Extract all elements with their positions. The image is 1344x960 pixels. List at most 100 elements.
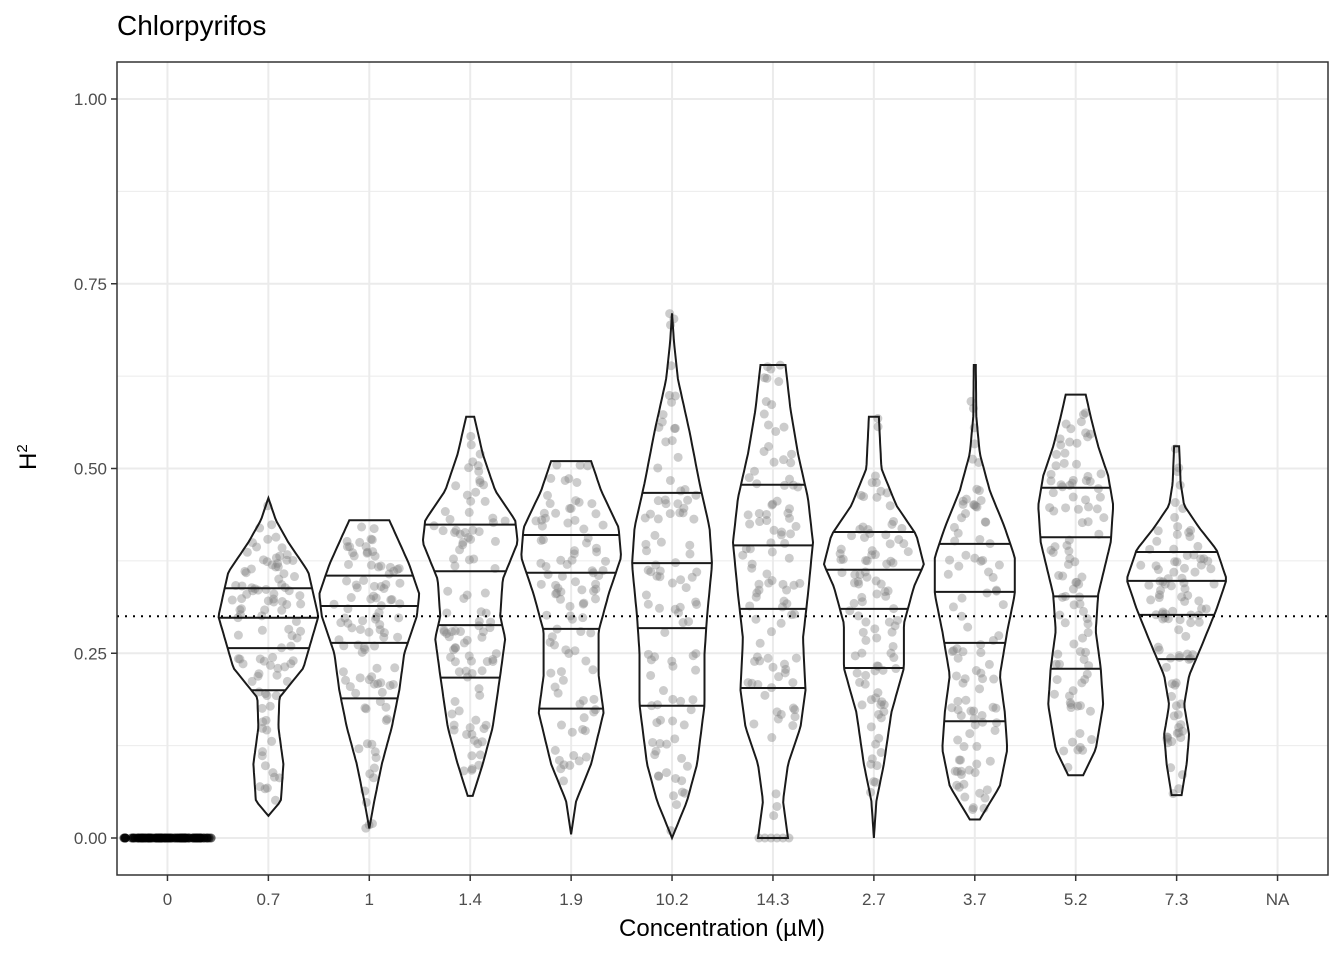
data-point bbox=[994, 560, 1004, 570]
data-point bbox=[537, 515, 547, 525]
data-point bbox=[652, 718, 662, 728]
x-tick-label: 1.9 bbox=[559, 890, 583, 909]
data-point bbox=[373, 562, 383, 572]
data-point bbox=[650, 652, 660, 662]
data-point bbox=[957, 593, 967, 603]
data-point bbox=[646, 567, 656, 577]
data-point bbox=[642, 546, 652, 556]
data-point bbox=[354, 744, 364, 754]
data-point bbox=[956, 766, 966, 776]
data-point bbox=[352, 583, 362, 593]
data-point bbox=[1077, 518, 1087, 528]
data-point bbox=[466, 496, 476, 506]
data-point bbox=[379, 583, 389, 593]
data-point bbox=[273, 558, 283, 568]
data-point bbox=[254, 669, 264, 679]
data-point bbox=[676, 575, 686, 585]
data-point bbox=[685, 540, 695, 550]
data-point bbox=[550, 745, 560, 755]
violin-group-1 bbox=[318, 519, 421, 833]
data-point bbox=[336, 618, 346, 628]
data-point bbox=[653, 463, 663, 473]
data-point bbox=[551, 508, 561, 518]
data-point bbox=[692, 599, 702, 609]
data-point bbox=[536, 535, 546, 545]
data-point bbox=[879, 707, 889, 717]
data-point bbox=[952, 644, 962, 654]
data-point bbox=[675, 602, 685, 612]
data-point bbox=[795, 578, 805, 588]
data-point bbox=[857, 648, 867, 658]
data-point bbox=[272, 670, 282, 680]
data-point bbox=[643, 565, 653, 575]
data-point bbox=[978, 555, 988, 565]
data-point bbox=[1053, 649, 1063, 659]
data-point bbox=[1065, 554, 1075, 564]
data-point bbox=[786, 458, 796, 468]
data-point bbox=[689, 514, 699, 524]
data-point bbox=[853, 611, 863, 621]
data-point bbox=[574, 756, 584, 766]
data-point bbox=[477, 666, 487, 676]
data-point bbox=[882, 559, 892, 569]
data-point bbox=[1174, 728, 1184, 738]
data-point bbox=[260, 784, 270, 794]
data-point bbox=[1068, 475, 1078, 485]
data-point bbox=[480, 588, 490, 598]
data-point bbox=[473, 461, 483, 471]
data-point bbox=[670, 423, 680, 433]
data-point bbox=[959, 742, 969, 752]
data-point bbox=[296, 626, 306, 636]
data-point bbox=[369, 581, 379, 591]
data-point bbox=[686, 705, 696, 715]
data-point bbox=[965, 729, 975, 739]
data-point bbox=[282, 550, 292, 560]
data-point bbox=[1175, 615, 1185, 625]
data-point bbox=[751, 614, 761, 624]
data-point bbox=[857, 700, 867, 710]
data-point bbox=[743, 510, 753, 520]
data-point bbox=[554, 755, 564, 765]
data-point bbox=[866, 759, 876, 769]
data-point bbox=[329, 599, 339, 609]
data-point bbox=[1061, 503, 1071, 513]
data-point bbox=[747, 678, 757, 688]
data-point bbox=[968, 803, 978, 813]
x-tick-label: 0.7 bbox=[257, 890, 281, 909]
data-point bbox=[1066, 703, 1076, 713]
data-point bbox=[1167, 679, 1177, 689]
data-point bbox=[1083, 619, 1093, 629]
data-point bbox=[379, 632, 389, 642]
data-point bbox=[342, 536, 352, 546]
data-point bbox=[440, 507, 450, 517]
data-point bbox=[952, 780, 962, 790]
data-point bbox=[289, 572, 299, 582]
data-point bbox=[557, 571, 567, 581]
data-point bbox=[1073, 701, 1083, 711]
data-point bbox=[1174, 722, 1184, 732]
data-point bbox=[977, 710, 987, 720]
data-point bbox=[951, 671, 961, 681]
data-point bbox=[777, 527, 787, 537]
data-point bbox=[450, 643, 460, 653]
data-point bbox=[247, 676, 257, 686]
data-point bbox=[971, 666, 981, 676]
data-point bbox=[984, 659, 994, 669]
data-point bbox=[246, 564, 256, 574]
data-point bbox=[858, 627, 868, 637]
violin-group-7.3 bbox=[1126, 444, 1227, 799]
data-point bbox=[261, 715, 271, 725]
data-point bbox=[273, 663, 283, 673]
data-point bbox=[136, 833, 146, 843]
data-point bbox=[957, 611, 967, 621]
data-point bbox=[467, 765, 477, 775]
data-point bbox=[956, 711, 966, 721]
data-point bbox=[389, 566, 399, 576]
data-point bbox=[371, 753, 381, 763]
data-point bbox=[853, 577, 863, 587]
data-point bbox=[876, 486, 886, 496]
data-point bbox=[991, 585, 1001, 595]
data-point bbox=[949, 646, 959, 656]
data-point bbox=[238, 659, 248, 669]
data-point bbox=[286, 659, 296, 669]
